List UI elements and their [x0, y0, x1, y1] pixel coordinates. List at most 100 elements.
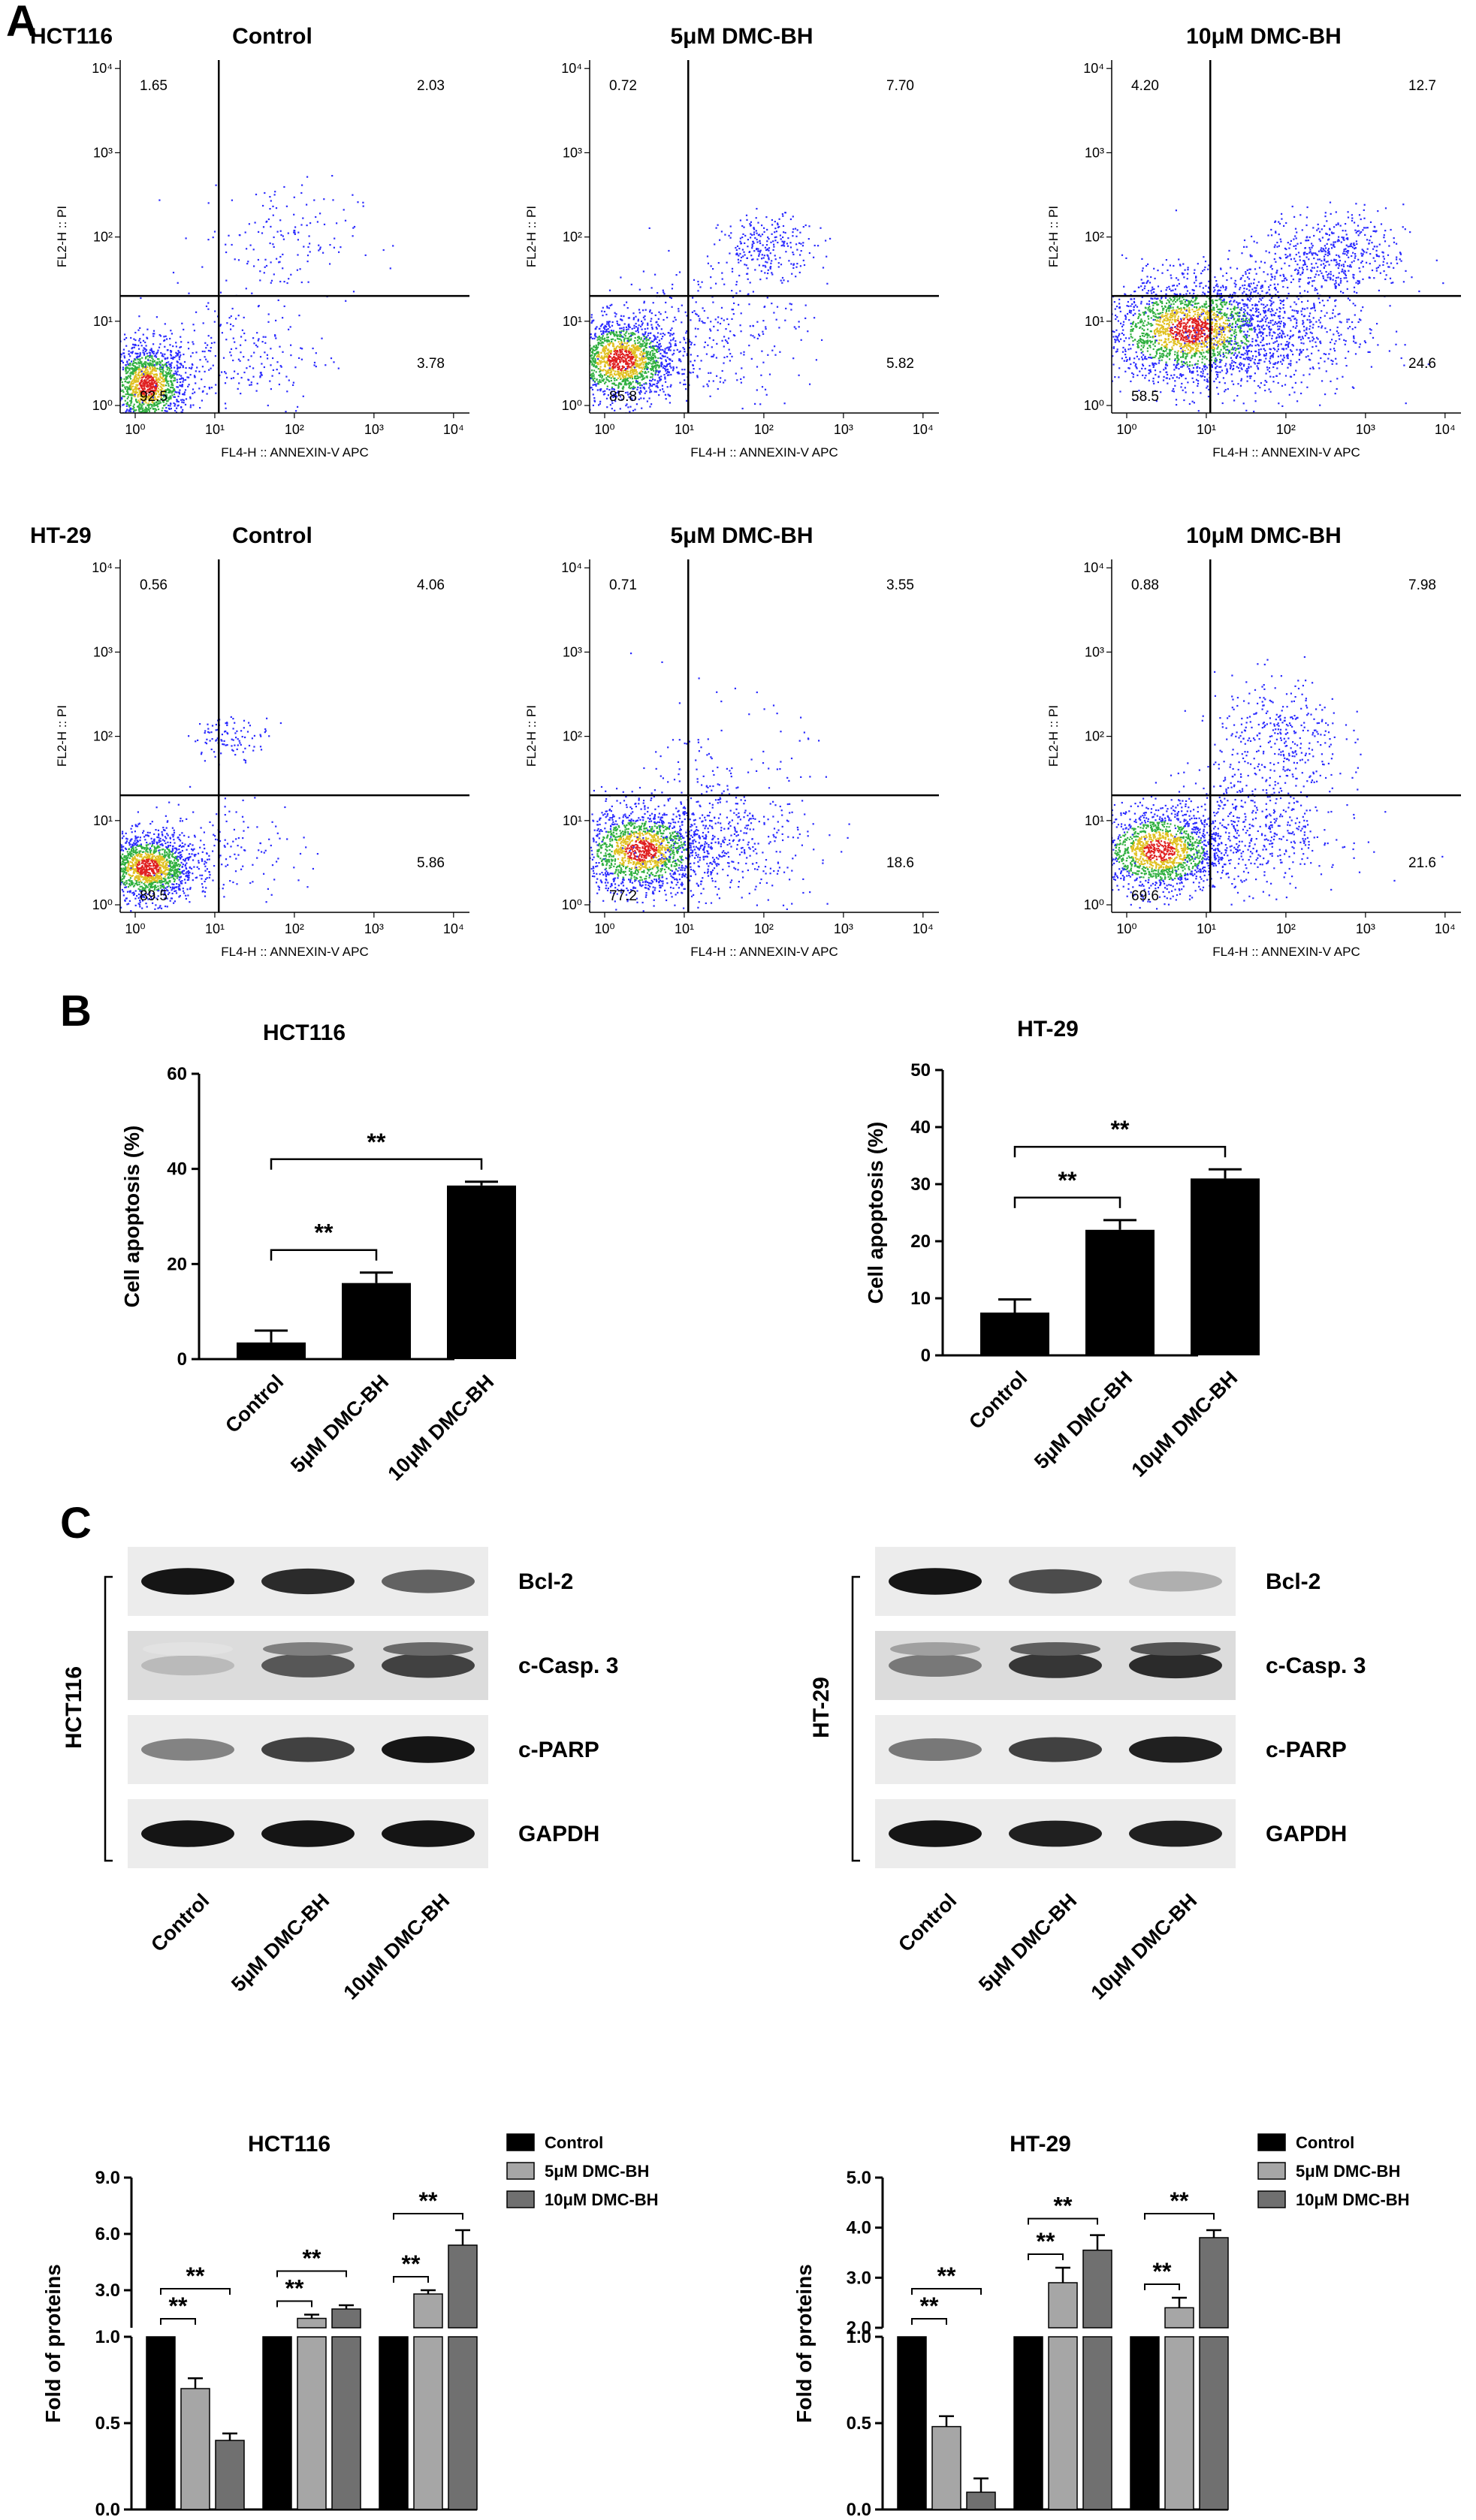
flow-event	[155, 404, 157, 406]
flow-event	[173, 380, 175, 382]
flow-event	[671, 306, 673, 308]
flow-event	[726, 342, 729, 344]
flow-event	[134, 366, 136, 369]
flow-event	[614, 409, 616, 411]
flow-event	[168, 368, 171, 370]
flow-event	[577, 352, 578, 354]
flow-event	[293, 196, 295, 198]
flow-event	[758, 234, 760, 236]
flow-event	[621, 343, 623, 345]
flow-event	[143, 388, 146, 390]
flow-event	[142, 396, 145, 399]
flow-event	[785, 251, 787, 253]
flow-event	[783, 245, 786, 247]
flow-event	[710, 276, 712, 279]
flow-event	[114, 344, 116, 345]
flow-event	[733, 302, 735, 304]
flow-event	[644, 360, 647, 363]
flow-event	[1121, 325, 1124, 327]
flow-event	[1202, 310, 1204, 312]
flow-event	[731, 309, 733, 311]
flow-event	[655, 351, 658, 353]
flow-event	[293, 231, 295, 234]
flow-event	[771, 260, 773, 262]
flow-event	[599, 390, 602, 392]
flow-event	[112, 363, 113, 365]
flow-event	[237, 387, 239, 390]
flow-event	[1194, 338, 1197, 340]
flow-event	[601, 336, 603, 339]
flow-event	[1140, 356, 1143, 358]
flow-event	[590, 361, 592, 363]
flow-event	[617, 377, 619, 379]
flow-event	[615, 346, 617, 348]
flow-event	[125, 405, 128, 407]
flow-event	[657, 318, 660, 320]
flow-event	[273, 246, 275, 248]
flow-event	[607, 370, 609, 372]
flow-event	[131, 408, 134, 410]
flow-event	[653, 361, 656, 363]
flow-event	[675, 366, 678, 369]
flow-event	[1206, 358, 1208, 360]
flow-event	[252, 249, 255, 251]
flow-event	[174, 403, 177, 405]
flow-event	[630, 332, 632, 334]
flow-event	[1158, 357, 1160, 360]
flow-event	[665, 352, 667, 354]
flow-event	[337, 367, 340, 369]
flow-event	[1243, 288, 1245, 290]
flow-event	[152, 379, 155, 381]
flow-event	[802, 226, 804, 228]
flow-event	[1215, 285, 1218, 287]
flow-event	[625, 360, 627, 362]
flow-event	[614, 349, 617, 352]
flow-event	[626, 377, 629, 379]
flow-event	[655, 326, 657, 329]
flow-event	[595, 371, 597, 373]
flow-event	[1155, 351, 1158, 354]
flow-event	[155, 352, 158, 354]
flow-event	[584, 375, 585, 377]
flow-event	[134, 344, 137, 346]
flow-event	[270, 388, 272, 390]
flow-event	[774, 345, 776, 348]
flow-event	[625, 350, 627, 352]
flow-event	[710, 372, 712, 374]
flow-event	[651, 346, 653, 348]
flow-event	[649, 311, 651, 313]
flow-event	[756, 248, 758, 250]
flow-event	[650, 320, 652, 322]
flow-event	[141, 357, 143, 359]
flow-event	[196, 366, 198, 369]
flow-event	[1263, 344, 1265, 346]
flow-event	[170, 330, 172, 332]
flow-event	[567, 372, 569, 373]
flow-event	[664, 355, 666, 357]
flow-event	[672, 366, 675, 368]
flow-event	[122, 348, 125, 351]
flow-event	[774, 231, 776, 234]
flow-event	[1195, 298, 1197, 300]
flow-event	[662, 388, 664, 390]
flow-event	[1141, 332, 1143, 334]
flow-event	[774, 237, 776, 239]
flow-event	[624, 380, 626, 382]
flow-event	[1176, 343, 1178, 346]
flow-event	[174, 393, 176, 396]
flow-event	[152, 333, 155, 335]
flow-event	[798, 242, 801, 244]
flow-event	[131, 371, 134, 373]
flow-event	[131, 385, 133, 387]
flow-event	[619, 347, 621, 349]
flow-event	[605, 370, 608, 372]
flow-event	[164, 323, 166, 325]
flow-event	[729, 225, 732, 228]
flow-event	[107, 355, 109, 357]
flow-event	[1149, 282, 1152, 284]
flow-event	[644, 318, 646, 321]
flow-event	[617, 353, 620, 355]
flow-event	[634, 342, 636, 345]
flow-event	[739, 324, 741, 327]
flow-event	[649, 351, 651, 353]
